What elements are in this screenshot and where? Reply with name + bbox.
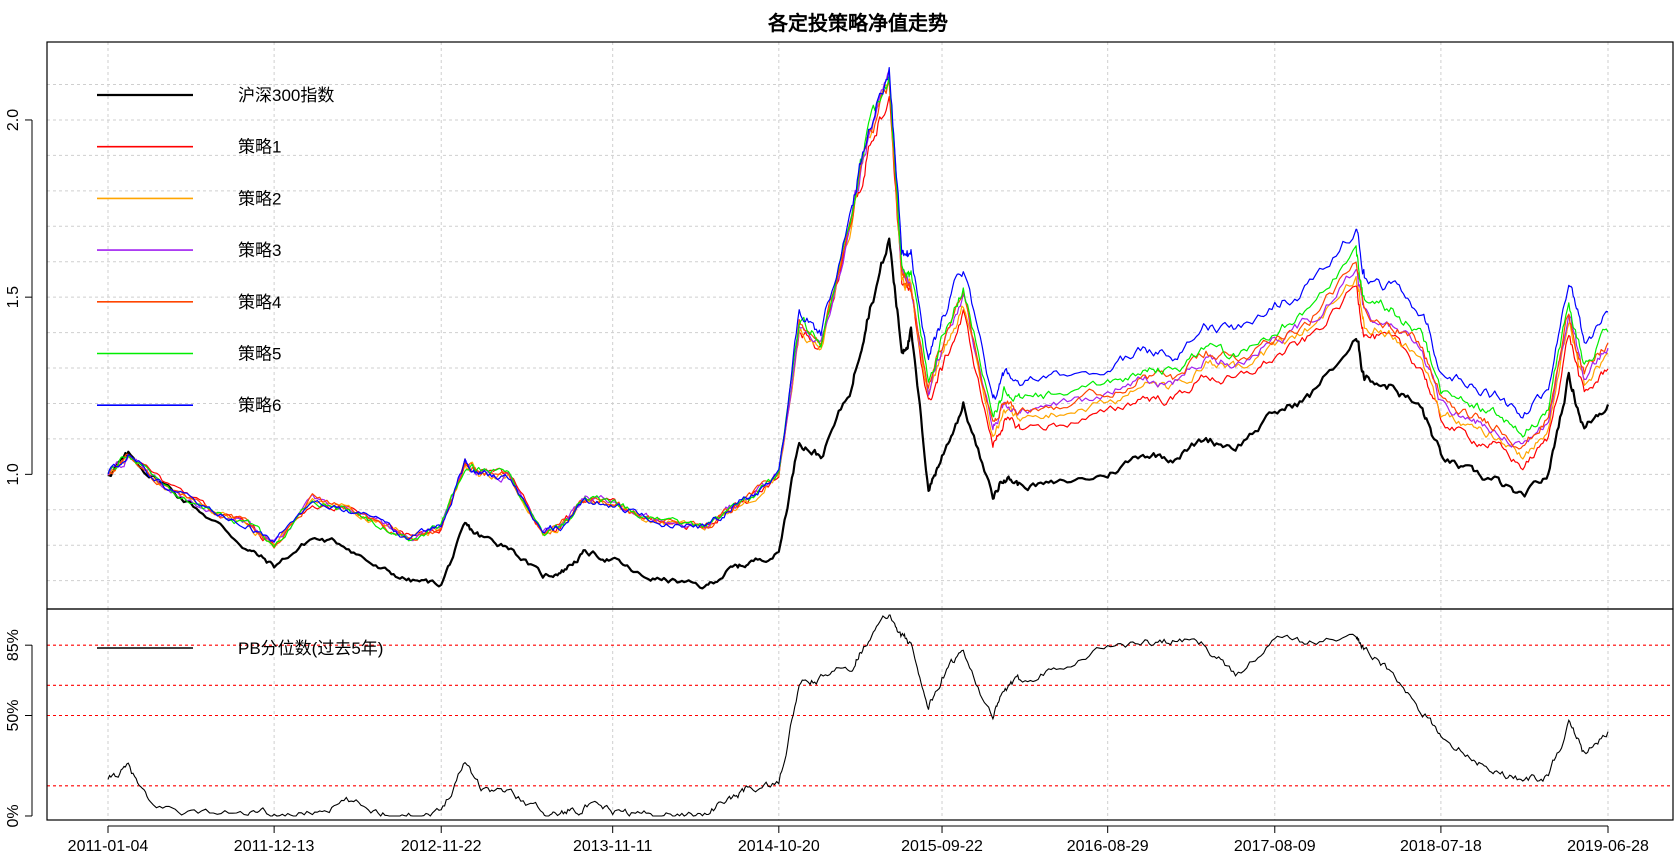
x-tick-label: 2016-08-29 (1067, 838, 1149, 855)
bottom-legend: PB分位数(过去5年) (97, 639, 383, 658)
series-line-strategy-4 (107, 79, 1609, 549)
bottom-grid (107, 609, 1609, 820)
top-y-tick-label: 2.0 (5, 109, 22, 131)
x-tick-label: 2019-06-28 (1567, 838, 1649, 855)
bottom-y-axis: 0% 50% 85% (5, 629, 33, 828)
bottom-series-group (107, 614, 1609, 817)
top-y-tick-label: 1.5 (5, 286, 22, 308)
top-legend-label: 策略6 (238, 396, 281, 415)
top-legend-label: 策略5 (238, 345, 281, 364)
x-tick-label: 2015-09-22 (901, 838, 983, 855)
bottom-y-tick-label: 50% (5, 699, 22, 731)
series-line-pb-percentile (107, 614, 1609, 817)
x-tick-label: 2011-12-13 (234, 838, 315, 855)
bottom-y-tick-label: 0% (5, 804, 22, 827)
bottom-plot-frame (46, 608, 1674, 821)
bottom-legend-label: PB分位数(过去5年) (238, 639, 383, 658)
top-y-tick-label: 1.0 (5, 463, 22, 485)
x-tick-label: 2018-07-18 (1400, 838, 1482, 855)
series-line-strategy-1 (108, 96, 1609, 546)
top-legend-label: 策略2 (238, 189, 281, 208)
x-tick-label: 2012-11-22 (401, 838, 482, 855)
series-line-strategy-6 (107, 67, 1609, 543)
x-axis: 2011-01-04 2011-12-13 2012-11-22 2013-11-11… (68, 825, 1649, 855)
top-grid (47, 42, 1673, 609)
chart-title: 各定投策略净值走势 (767, 11, 948, 35)
x-tick-label: 2014-10-20 (738, 838, 820, 855)
series-line-strategy-5 (107, 76, 1609, 548)
x-tick-label: 2011-01-04 (68, 838, 149, 855)
top-y-axis: 1.0 1.5 2.0 (5, 109, 33, 485)
bottom-y-tick-label: 85% (5, 629, 22, 661)
x-tick-label: 2013-11-11 (573, 838, 653, 855)
top-legend-label: 策略4 (238, 293, 281, 312)
bottom-reference-lines (47, 644, 1673, 787)
series-line-index (107, 237, 1610, 590)
top-series-group (107, 67, 1610, 590)
x-tick-label: 2017-08-09 (1234, 838, 1316, 855)
top-legend-label: 策略3 (238, 241, 281, 260)
bottom-panel: 0% 50% 85% PB分位数(过去5年) (5, 608, 1674, 828)
top-legend-label: 沪深300指数 (238, 86, 334, 105)
top-legend-label: 策略1 (238, 138, 281, 157)
